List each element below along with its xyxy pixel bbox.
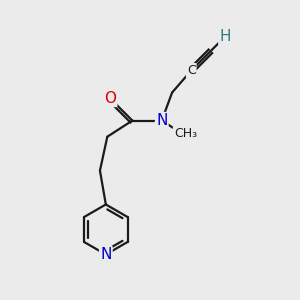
Text: N: N [156,113,167,128]
Text: CH₃: CH₃ [174,127,197,140]
Text: C: C [187,64,196,77]
Text: N: N [100,247,112,262]
Text: O: O [104,91,116,106]
Text: H: H [219,29,231,44]
